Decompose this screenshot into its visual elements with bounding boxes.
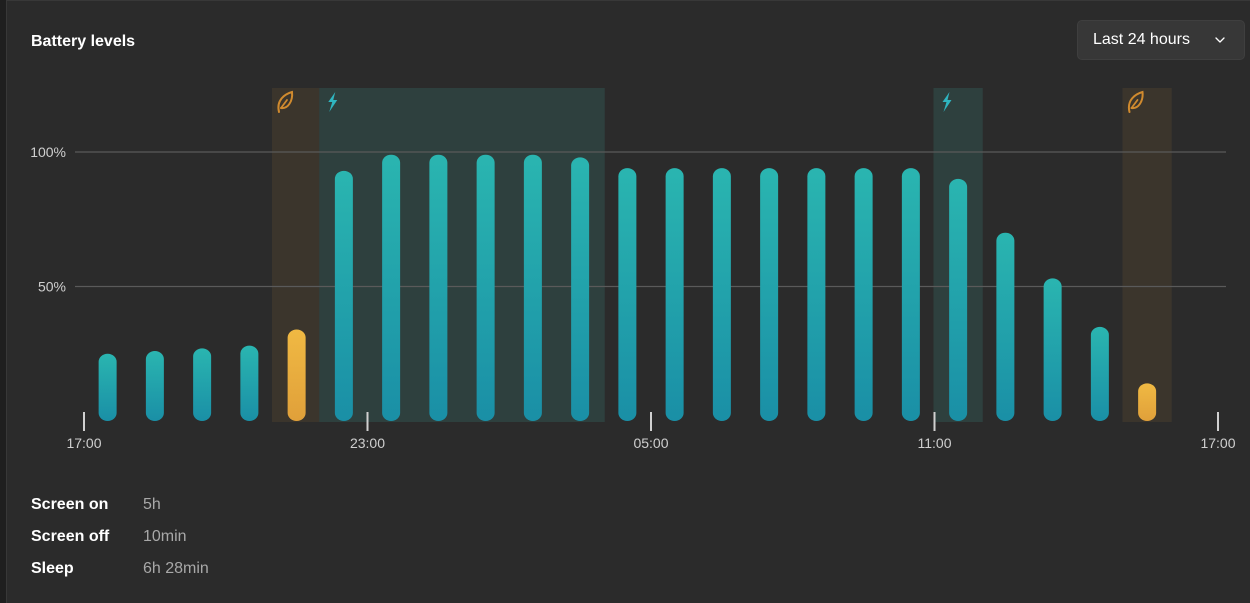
stat-label: Screen on: [31, 496, 109, 513]
battery-saver-band: [1122, 88, 1172, 422]
stat-row-screen-off: Screen off 10min: [31, 521, 209, 553]
battery-bar: [618, 168, 637, 421]
leaf-icon: [1127, 90, 1144, 113]
battery-bar: [98, 353, 117, 421]
battery-bar: [854, 168, 873, 421]
battery-bar: [996, 232, 1015, 421]
time-range-label: Last 24 hours: [1093, 31, 1190, 48]
battery-bar: [571, 157, 590, 421]
battery-bar: [476, 154, 495, 421]
x-tick-label: 05:00: [633, 435, 668, 451]
time-range-dropdown[interactable]: Last 24 hours: [1077, 20, 1245, 60]
battery-bar: [334, 170, 353, 421]
usage-stats: Screen on 5h Screen off 10min Sleep 6h 2…: [31, 489, 209, 585]
stat-value: 5h: [143, 496, 161, 513]
battery-bar: [523, 154, 542, 421]
x-tick-label: 11:00: [918, 435, 952, 451]
battery-bar: [665, 168, 684, 421]
stat-value: 6h 28min: [143, 560, 209, 577]
x-tick-label: 17:00: [66, 435, 101, 451]
battery-bar: [807, 168, 826, 421]
chevron-down-icon: [1215, 37, 1225, 43]
battery-bar: [193, 348, 212, 421]
panel-title: Battery levels: [31, 33, 136, 50]
battery-bar: [382, 154, 401, 421]
lightning-icon: [942, 92, 952, 112]
battery-saver-bar: [1138, 383, 1157, 421]
stat-row-sleep: Sleep 6h 28min: [31, 553, 209, 585]
battery-saver-bar: [287, 329, 306, 421]
battery-bar: [901, 168, 920, 421]
y-tick-label: 100%: [30, 144, 66, 160]
battery-bar: [429, 154, 448, 421]
stat-label: Screen off: [31, 528, 110, 545]
y-tick-label: 50%: [38, 279, 66, 295]
battery-bar: [949, 178, 968, 421]
battery-bar: [760, 168, 779, 421]
x-tick-label: 17:00: [1200, 435, 1235, 451]
charging-band: [319, 88, 605, 422]
x-tick-label: 23:00: [350, 435, 385, 451]
battery-bar: [145, 351, 164, 421]
battery-bar: [1043, 278, 1062, 421]
battery-bar: [1090, 326, 1109, 421]
stat-row-screen-on: Screen on 5h: [31, 489, 209, 521]
stat-value: 10min: [143, 528, 187, 545]
lightning-icon: [328, 92, 338, 112]
stat-label: Sleep: [31, 560, 74, 577]
battery-bar: [240, 345, 259, 421]
leaf-icon: [277, 90, 294, 113]
battery-bar: [712, 168, 731, 421]
